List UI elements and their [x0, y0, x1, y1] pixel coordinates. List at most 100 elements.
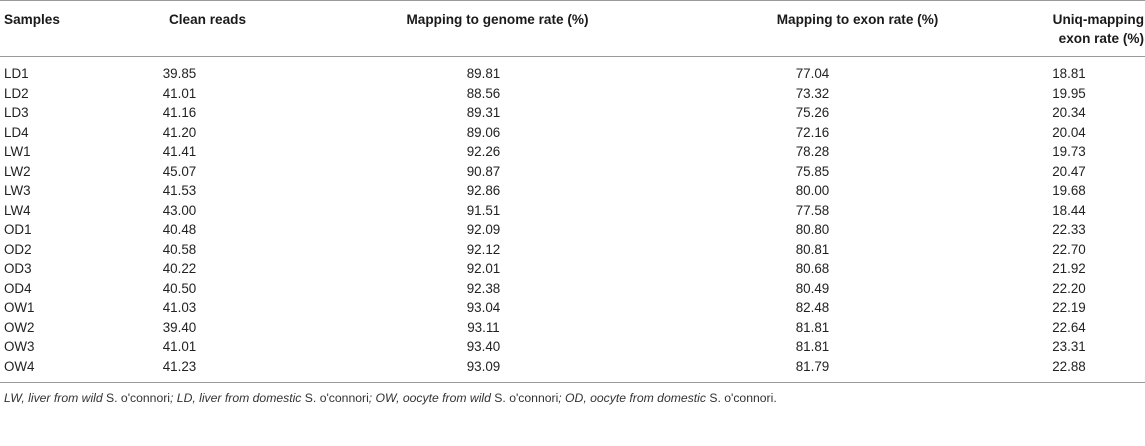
table-row: LD2 41.01 88.56 73.32 19.95: [0, 84, 1145, 104]
exon-rate-cell-value: 80.80: [795, 222, 830, 237]
uniq-exon-rate-cell: 22.64: [985, 318, 1145, 338]
genome-rate-cell: 88.56: [305, 84, 670, 104]
header-genome-rate-text: Mapping to genome rate (%): [406, 12, 589, 27]
exon-rate-cell-value: 78.28: [795, 144, 830, 159]
table-row: LD3 41.16 89.31 75.26 20.34: [0, 103, 1145, 123]
genome-rate-cell: 92.26: [305, 142, 670, 162]
footnote-part: ; OD, oocyte from domestic: [558, 391, 710, 405]
footnote-part: LW, liver from wild: [4, 391, 107, 405]
exon-rate-cell: 78.28: [670, 142, 985, 162]
clean-reads-cell-value: 40.58: [162, 241, 197, 257]
uniq-exon-rate-cell: 22.19: [985, 298, 1145, 318]
clean-reads-cell: 41.01: [120, 84, 305, 104]
table-row: LW4 43.00 91.51 77.58 18.44: [0, 201, 1145, 221]
exon-rate-cell: 81.81: [670, 337, 985, 357]
uniq-exon-rate-cell-value: 22.70: [1052, 241, 1086, 257]
exon-rate-cell-value: 77.04: [795, 66, 830, 81]
sample-cell: OW1: [4, 300, 35, 315]
footnote-species: S. o'connori: [106, 391, 171, 405]
genome-rate-cell: 89.81: [305, 57, 670, 84]
exon-rate-cell: 77.04: [670, 57, 985, 84]
uniq-exon-rate-cell-value: 20.47: [1052, 163, 1086, 179]
uniq-exon-rate-cell: 20.04: [985, 123, 1145, 143]
clean-reads-cell-value: 41.03: [162, 300, 197, 315]
table-row: LW2 45.07 90.87 75.85 20.47: [0, 162, 1145, 182]
genome-rate-cell-value: 92.26: [466, 144, 501, 159]
genome-rate-cell: 92.01: [305, 259, 670, 279]
clean-reads-cell-value: 41.01: [162, 85, 197, 101]
table-row: LW1 41.41 92.26 78.28 19.73: [0, 142, 1145, 162]
clean-reads-cell-value: 39.85: [162, 66, 197, 81]
table-row: OD2 40.58 92.12 80.81 22.70: [0, 240, 1145, 260]
table-footnote: LW, liver from wild S. o'connori; LD, li…: [0, 391, 1145, 405]
sample-cell: OW3: [4, 339, 35, 354]
exon-rate-cell: 80.00: [670, 181, 985, 201]
genome-rate-cell: 93.09: [305, 357, 670, 383]
table-body: LD1 39.85 89.81 77.04 18.81 LD2 41.01 88.56 73.3…: [0, 57, 1145, 383]
header-exon-rate: Mapping to exon rate (%): [670, 1, 985, 57]
clean-reads-cell: 41.53: [120, 181, 305, 201]
genome-rate-cell-value: 91.51: [466, 202, 501, 218]
exon-rate-cell-value: 75.26: [795, 105, 830, 120]
genome-rate-cell: 90.87: [305, 162, 670, 182]
table-row: OW3 41.01 93.40 81.81 23.31: [0, 337, 1145, 357]
genome-rate-cell-value: 89.31: [466, 105, 501, 120]
uniq-exon-rate-cell-value: 20.04: [1052, 124, 1086, 140]
genome-rate-cell-value: 89.81: [466, 66, 501, 81]
clean-reads-cell-value: 41.41: [162, 144, 197, 159]
clean-reads-cell: 41.16: [120, 103, 305, 123]
exon-rate-cell-value: 80.49: [795, 280, 830, 296]
exon-rate-cell: 77.58: [670, 201, 985, 221]
sample-cell: LD1: [4, 66, 29, 81]
uniq-exon-rate-cell-value: 23.31: [1052, 339, 1086, 354]
clean-reads-cell: 39.85: [120, 57, 305, 84]
genome-rate-cell-value: 93.09: [466, 358, 501, 374]
uniq-exon-rate-cell-value: 21.92: [1052, 261, 1086, 276]
clean-reads-cell: 40.58: [120, 240, 305, 260]
clean-reads-cell-value: 41.53: [162, 183, 197, 198]
footnote-species: S. o'connori: [304, 391, 369, 405]
uniq-exon-rate-cell-value: 19.73: [1052, 144, 1086, 159]
genome-rate-cell-value: 92.86: [466, 183, 501, 198]
footnote-species: S. o'connori: [494, 391, 559, 405]
clean-reads-cell-value: 40.48: [162, 222, 197, 237]
table-row: OW2 39.40 93.11 81.81 22.64: [0, 318, 1145, 338]
uniq-exon-rate-cell-value: 22.88: [1052, 358, 1086, 374]
sample-cell: LW3: [4, 183, 31, 198]
genome-rate-cell: 93.11: [305, 318, 670, 338]
uniq-exon-rate-cell: 20.34: [985, 103, 1145, 123]
clean-reads-cell-value: 41.01: [162, 339, 197, 354]
uniq-exon-rate-cell-value: 19.95: [1052, 85, 1086, 101]
clean-reads-cell: 40.48: [120, 220, 305, 240]
sample-cell: OD2: [4, 241, 32, 257]
header-exon-rate-text: Mapping to exon rate (%): [776, 12, 939, 27]
sample-cell: LW1: [4, 144, 31, 159]
sample-cell: OD1: [4, 222, 32, 237]
exon-rate-cell-value: 81.79: [795, 358, 830, 374]
uniq-exon-rate-cell: 18.81: [985, 57, 1145, 84]
exon-rate-cell: 82.48: [670, 298, 985, 318]
exon-rate-cell: 81.81: [670, 318, 985, 338]
clean-reads-cell-value: 40.22: [162, 261, 197, 276]
uniq-exon-rate-cell: 21.92: [985, 259, 1145, 279]
exon-rate-cell: 80.49: [670, 279, 985, 299]
genome-rate-cell-value: 89.06: [466, 124, 501, 140]
exon-rate-cell: 75.26: [670, 103, 985, 123]
exon-rate-cell-value: 80.81: [795, 241, 830, 257]
uniq-exon-rate-cell-value: 18.81: [1052, 66, 1086, 81]
genome-rate-cell-value: 93.04: [466, 300, 501, 315]
clean-reads-cell-value: 39.40: [162, 319, 197, 335]
uniq-exon-rate-cell: 22.20: [985, 279, 1145, 299]
clean-reads-cell: 41.03: [120, 298, 305, 318]
sample-cell: OD3: [4, 261, 32, 276]
genome-rate-cell: 93.40: [305, 337, 670, 357]
clean-reads-cell-value: 41.23: [162, 358, 197, 374]
genome-rate-cell-value: 92.12: [466, 241, 501, 257]
footnote-part: ; OW, oocyte from wild: [368, 391, 495, 405]
clean-reads-cell: 41.01: [120, 337, 305, 357]
uniq-exon-rate-cell-value: 22.19: [1052, 300, 1086, 315]
exon-rate-cell: 81.79: [670, 357, 985, 383]
exon-rate-cell-value: 82.48: [795, 300, 830, 315]
header-uniq-line2: exon rate (%): [1058, 31, 1144, 46]
genome-rate-cell-value: 88.56: [466, 85, 501, 101]
